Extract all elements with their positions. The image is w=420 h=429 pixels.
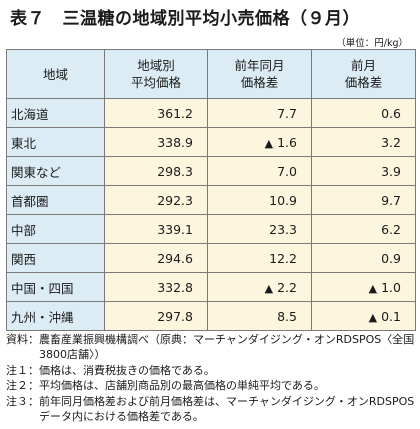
average-price-cell: 332.8 — [104, 272, 208, 302]
yoy-diff-value: 10.9 — [269, 192, 297, 208]
yoy-diff-value: 7.0 — [277, 163, 297, 179]
note-item: 注３： 前年同月価格差および前月価格差は、マーチャンダイジング・オンRDSPOSデ… — [6, 394, 416, 425]
price-table: 地域 地域別 平均価格 前年同月 価格差 前月 価格差 北海道 361.2 7.7 0.6 東… — [6, 49, 416, 331]
note-item: 注２： 平均価格は、店舗別商品別の最高価格の単純平均である。 — [6, 378, 416, 393]
mom-diff-cell: 0.6 — [311, 98, 416, 128]
mom-diff-cell: 6.2 — [311, 214, 416, 244]
mom-diff-value: 3.2 — [381, 134, 401, 150]
negative-triangle-icon: ▲ — [264, 281, 274, 295]
header-average-price: 地域別 平均価格 — [104, 49, 208, 99]
yoy-diff-cell: 7.0 — [207, 156, 312, 186]
region-cell: 北海道 — [6, 98, 105, 128]
region-cell: 関東など — [6, 156, 105, 186]
yoy-diff-cell: ▲ 1.6 — [207, 127, 312, 157]
table-row: 中部 339.1 23.3 6.2 — [6, 214, 416, 244]
yoy-diff-value: 23.3 — [269, 221, 297, 237]
note-label: 注１： — [6, 363, 39, 377]
table-row: 関東など 298.3 7.0 3.9 — [6, 156, 416, 186]
mom-diff-cell: 0.9 — [311, 243, 416, 273]
header-region: 地域 — [6, 49, 105, 99]
note-text: 農畜産業振興機構調べ（原典：マーチャンダイジング・オンRDSPOS〈全国3800… — [39, 333, 415, 362]
yoy-diff-cell: 8.5 — [207, 301, 312, 331]
yoy-diff-cell: 23.3 — [207, 214, 312, 244]
region-cell: 首都圏 — [6, 185, 105, 215]
region-cell: 中部 — [6, 214, 105, 244]
note-label: 注２： — [6, 379, 39, 393]
note-label: 注３： — [6, 394, 39, 408]
note-text: 平均価格は、店舗別商品別の最高価格の単純平均である。 — [39, 379, 325, 393]
table-row: 関西 294.6 12.2 0.9 — [6, 243, 416, 273]
mom-diff-value: 9.7 — [381, 192, 401, 208]
average-price-cell: 292.3 — [104, 185, 208, 215]
table-row: 北海道 361.2 7.7 0.6 — [6, 98, 416, 128]
yoy-diff-cell: 7.7 — [207, 98, 312, 128]
table-row: 首都圏 292.3 10.9 9.7 — [6, 185, 416, 215]
mom-diff-value: 0.1 — [381, 308, 401, 324]
mom-diff-value: 0.9 — [381, 250, 401, 266]
yoy-diff-cell: 10.9 — [207, 185, 312, 215]
negative-triangle-icon: ▲ — [368, 310, 378, 324]
average-price-cell: 338.9 — [104, 127, 208, 157]
average-price-cell: 339.1 — [104, 214, 208, 244]
note-item: 資料： 農畜産業振興機構調べ（原典：マーチャンダイジング・オンRDSPOS〈全国3… — [6, 332, 416, 363]
yoy-diff-value: 1.6 — [277, 134, 297, 150]
mom-diff-cell: ▲ 0.1 — [311, 301, 416, 331]
region-cell: 東北 — [6, 127, 105, 157]
region-cell: 九州・沖縄 — [6, 301, 105, 331]
table-row: 九州・沖縄 297.8 8.5 ▲ 0.1 — [6, 301, 416, 331]
region-cell: 関西 — [6, 243, 105, 273]
note-label: 資料： — [6, 333, 39, 346]
yoy-diff-cell: ▲ 2.2 — [207, 272, 312, 302]
unit-label: （単位：円/kg） — [336, 38, 408, 49]
mom-diff-value: 6.2 — [381, 221, 401, 237]
mom-diff-cell: 3.9 — [311, 156, 416, 186]
note-text: 価格は、消費税抜きの価格である。 — [39, 363, 215, 377]
yoy-diff-value: 2.2 — [277, 279, 297, 295]
mom-diff-value: 0.6 — [381, 105, 401, 121]
mom-diff-cell: 9.7 — [311, 185, 416, 215]
table-title: 表７ 三温糖の地域別平均小売価格（９月） — [10, 9, 360, 29]
table-row: 東北 338.9 ▲ 1.6 3.2 — [6, 127, 416, 157]
mom-diff-cell: ▲ 1.0 — [311, 272, 416, 302]
table-row: 中国・四国 332.8 ▲ 2.2 ▲ 1.0 — [6, 272, 416, 302]
notes: 資料： 農畜産業振興機構調べ（原典：マーチャンダイジング・オンRDSPOS〈全国3… — [6, 332, 416, 424]
header-yoy-diff: 前年同月 価格差 — [207, 49, 312, 99]
negative-triangle-icon: ▲ — [264, 136, 274, 150]
mom-diff-value: 1.0 — [381, 279, 401, 295]
yoy-diff-value: 7.7 — [277, 105, 297, 121]
negative-triangle-icon: ▲ — [368, 281, 378, 295]
header-mom-diff: 前月 価格差 — [311, 49, 416, 99]
note-item: 注１： 価格は、消費税抜きの価格である。 — [6, 363, 416, 378]
table-body: 北海道 361.2 7.7 0.6 東北 338.9 ▲ 1.6 3.2 関東など 298.3 7.0… — [6, 98, 416, 331]
table-header-row: 地域 地域別 平均価格 前年同月 価格差 前月 価格差 — [6, 49, 416, 99]
yoy-diff-cell: 12.2 — [207, 243, 312, 273]
average-price-cell: 294.6 — [104, 243, 208, 273]
note-text: 前年同月価格差および前月価格差は、マーチャンダイジング・オンRDSPOSデータ内… — [39, 394, 415, 424]
region-cell: 中国・四国 — [6, 272, 105, 302]
mom-diff-cell: 3.2 — [311, 127, 416, 157]
yoy-diff-value: 12.2 — [269, 250, 297, 266]
average-price-cell: 361.2 — [104, 98, 208, 128]
average-price-cell: 298.3 — [104, 156, 208, 186]
average-price-cell: 297.8 — [104, 301, 208, 331]
mom-diff-value: 3.9 — [381, 163, 401, 179]
yoy-diff-value: 8.5 — [277, 308, 297, 324]
